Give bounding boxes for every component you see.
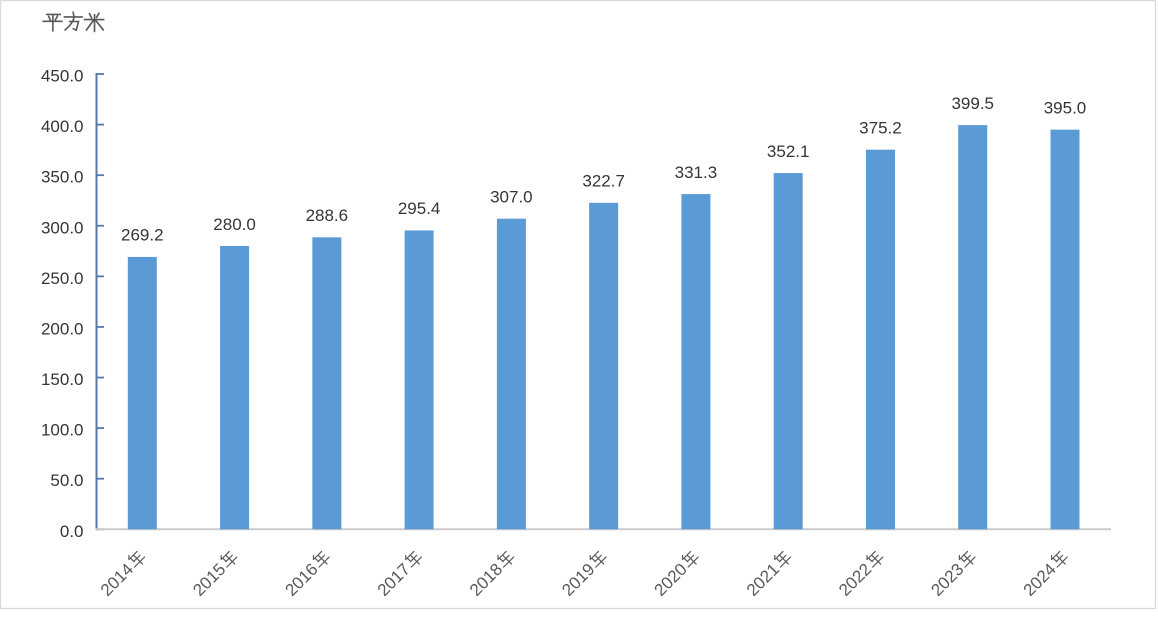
svg-text:395.0: 395.0: [1044, 98, 1087, 117]
svg-text:50.0: 50.0: [50, 471, 83, 490]
svg-text:280.0: 280.0: [213, 215, 256, 234]
svg-text:295.4: 295.4: [398, 199, 441, 218]
svg-text:322.7: 322.7: [582, 172, 625, 191]
svg-text:269.2: 269.2: [121, 226, 164, 245]
svg-text:307.0: 307.0: [490, 187, 533, 206]
svg-text:450.0: 450.0: [41, 67, 84, 86]
svg-text:250.0: 250.0: [41, 269, 84, 288]
svg-text:350.0: 350.0: [41, 168, 84, 187]
svg-text:100.0: 100.0: [41, 421, 84, 440]
svg-text:400.0: 400.0: [41, 117, 84, 136]
svg-text:150.0: 150.0: [41, 370, 84, 389]
svg-text:331.3: 331.3: [675, 163, 718, 182]
svg-text:300.0: 300.0: [41, 218, 84, 237]
svg-text:288.6: 288.6: [306, 206, 349, 225]
svg-text:375.2: 375.2: [859, 118, 902, 137]
svg-text:200.0: 200.0: [41, 319, 84, 338]
svg-text:0.0: 0.0: [60, 522, 84, 541]
svg-text:352.1: 352.1: [767, 142, 810, 161]
svg-text:399.5: 399.5: [951, 94, 994, 113]
